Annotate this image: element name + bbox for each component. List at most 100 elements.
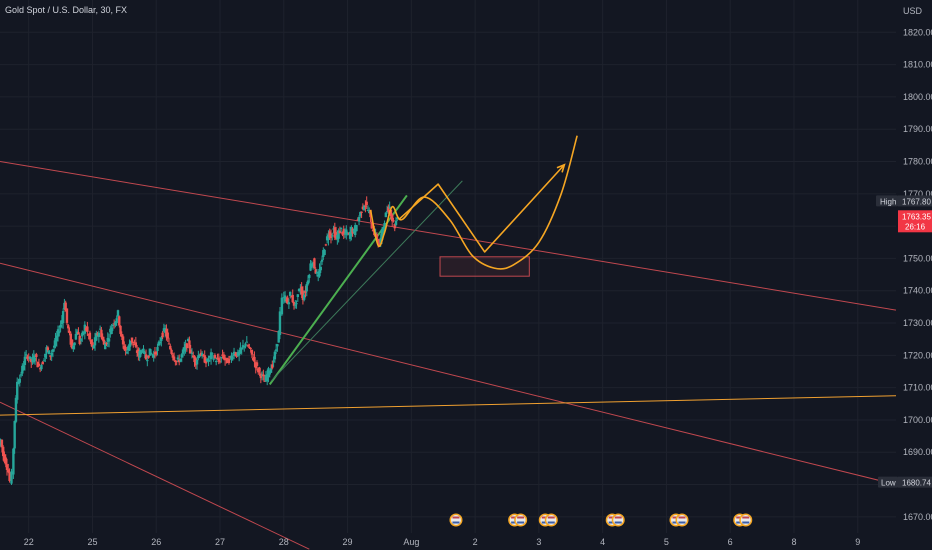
candle-body xyxy=(46,347,50,351)
candle-body xyxy=(116,310,120,317)
candle-body xyxy=(271,364,274,369)
candle-body xyxy=(379,237,382,244)
candle-body xyxy=(235,352,238,357)
candle-body xyxy=(100,329,103,338)
candle-body xyxy=(376,239,380,244)
candle-body xyxy=(83,324,87,334)
candle-body xyxy=(351,228,354,234)
candle-body xyxy=(199,352,203,356)
candle-body xyxy=(184,344,187,350)
candle-body xyxy=(213,354,217,359)
candle-body xyxy=(288,291,292,296)
candle-body xyxy=(78,335,81,344)
candle-body xyxy=(104,343,107,350)
candle-body xyxy=(206,358,209,362)
candle-body xyxy=(124,346,127,351)
low-price-tag: Low 1680.74 xyxy=(878,476,932,488)
candle-body xyxy=(58,331,61,334)
target-zone-rect[interactable] xyxy=(439,256,530,277)
candle-body xyxy=(227,358,231,364)
candle-body xyxy=(336,234,339,240)
candle-body xyxy=(319,266,322,271)
candle-body xyxy=(14,397,18,422)
candle-body xyxy=(297,288,301,292)
candle-body xyxy=(84,327,88,331)
candle-body xyxy=(355,225,358,232)
candle-body xyxy=(185,343,189,349)
economic-event-flag-icon[interactable] xyxy=(739,513,753,527)
projection-drawings[interactable] xyxy=(369,135,578,270)
candle-body xyxy=(24,354,28,356)
time-tick-label: 27 xyxy=(215,537,225,547)
resistance-line-middle[interactable] xyxy=(0,262,897,486)
candle-body xyxy=(309,263,312,271)
current-price-value: 1763.35 xyxy=(902,212,931,221)
candle-body xyxy=(260,374,264,376)
candle-body xyxy=(332,228,335,230)
horizontal-support-line[interactable] xyxy=(0,395,897,416)
time-axis[interactable]: 22 25 26 27 28 29 Aug 2 3 4 5 6 8 9 xyxy=(24,537,861,547)
candle-body xyxy=(248,346,251,348)
resistance-line-upper[interactable] xyxy=(0,161,897,311)
projection-zigzag[interactable] xyxy=(398,164,565,253)
candle-body xyxy=(236,352,240,356)
candle-body xyxy=(53,345,56,348)
candle-body xyxy=(327,234,330,241)
time-tick-label: 26 xyxy=(151,537,161,547)
candle-body xyxy=(195,359,199,365)
candle-body xyxy=(257,368,260,373)
candle-body xyxy=(88,332,92,340)
candle-body xyxy=(37,363,41,366)
candle-body xyxy=(153,352,157,355)
candle-body xyxy=(32,355,35,363)
candle-body xyxy=(250,349,254,355)
candle-body xyxy=(292,301,296,306)
candle-body xyxy=(102,339,106,345)
resistance-line-lower[interactable] xyxy=(0,401,310,550)
economic-event-flag-icon[interactable] xyxy=(514,513,528,527)
projection-curve[interactable] xyxy=(369,135,578,270)
candle-body xyxy=(232,351,236,357)
candle-body xyxy=(339,227,343,229)
candle-body xyxy=(306,280,310,285)
candle-body xyxy=(317,274,320,277)
candle-body xyxy=(169,345,172,350)
candle-body xyxy=(26,356,29,359)
candle-body xyxy=(189,349,192,354)
candle-body xyxy=(4,457,7,465)
candle-body xyxy=(141,351,144,353)
economic-event-flag-icon[interactable] xyxy=(611,513,625,527)
trend-line-thin[interactable] xyxy=(270,180,463,382)
candle-body xyxy=(301,290,305,300)
candle-body xyxy=(126,346,130,351)
candle-body xyxy=(209,352,213,360)
economic-event-flag-icon[interactable] xyxy=(675,513,689,527)
candle-body xyxy=(98,328,102,330)
currency-label: USD xyxy=(903,6,923,16)
candle-body xyxy=(366,210,370,212)
candle-body xyxy=(0,439,4,448)
candle-body xyxy=(125,352,129,354)
candle-body xyxy=(130,337,134,343)
candle-body xyxy=(294,304,297,306)
candle-body xyxy=(134,342,138,347)
event-markers[interactable] xyxy=(449,513,753,527)
candle-body xyxy=(93,337,97,346)
economic-event-flag-icon[interactable] xyxy=(544,513,558,527)
economic-event-flag-icon[interactable] xyxy=(449,513,463,527)
candle-body xyxy=(27,357,30,359)
candle-body xyxy=(360,211,363,213)
candle-body xyxy=(267,368,270,377)
candle-body xyxy=(174,360,177,363)
candle-body xyxy=(176,357,180,360)
time-tick-label: 28 xyxy=(279,537,289,547)
candle-body xyxy=(387,206,390,212)
candle-body xyxy=(382,227,385,234)
candle-body xyxy=(75,331,79,336)
candle-body xyxy=(146,359,149,362)
candle-body xyxy=(202,355,205,357)
candle-body xyxy=(345,229,348,234)
candle-body xyxy=(79,339,83,341)
price-axis[interactable] xyxy=(896,0,932,550)
